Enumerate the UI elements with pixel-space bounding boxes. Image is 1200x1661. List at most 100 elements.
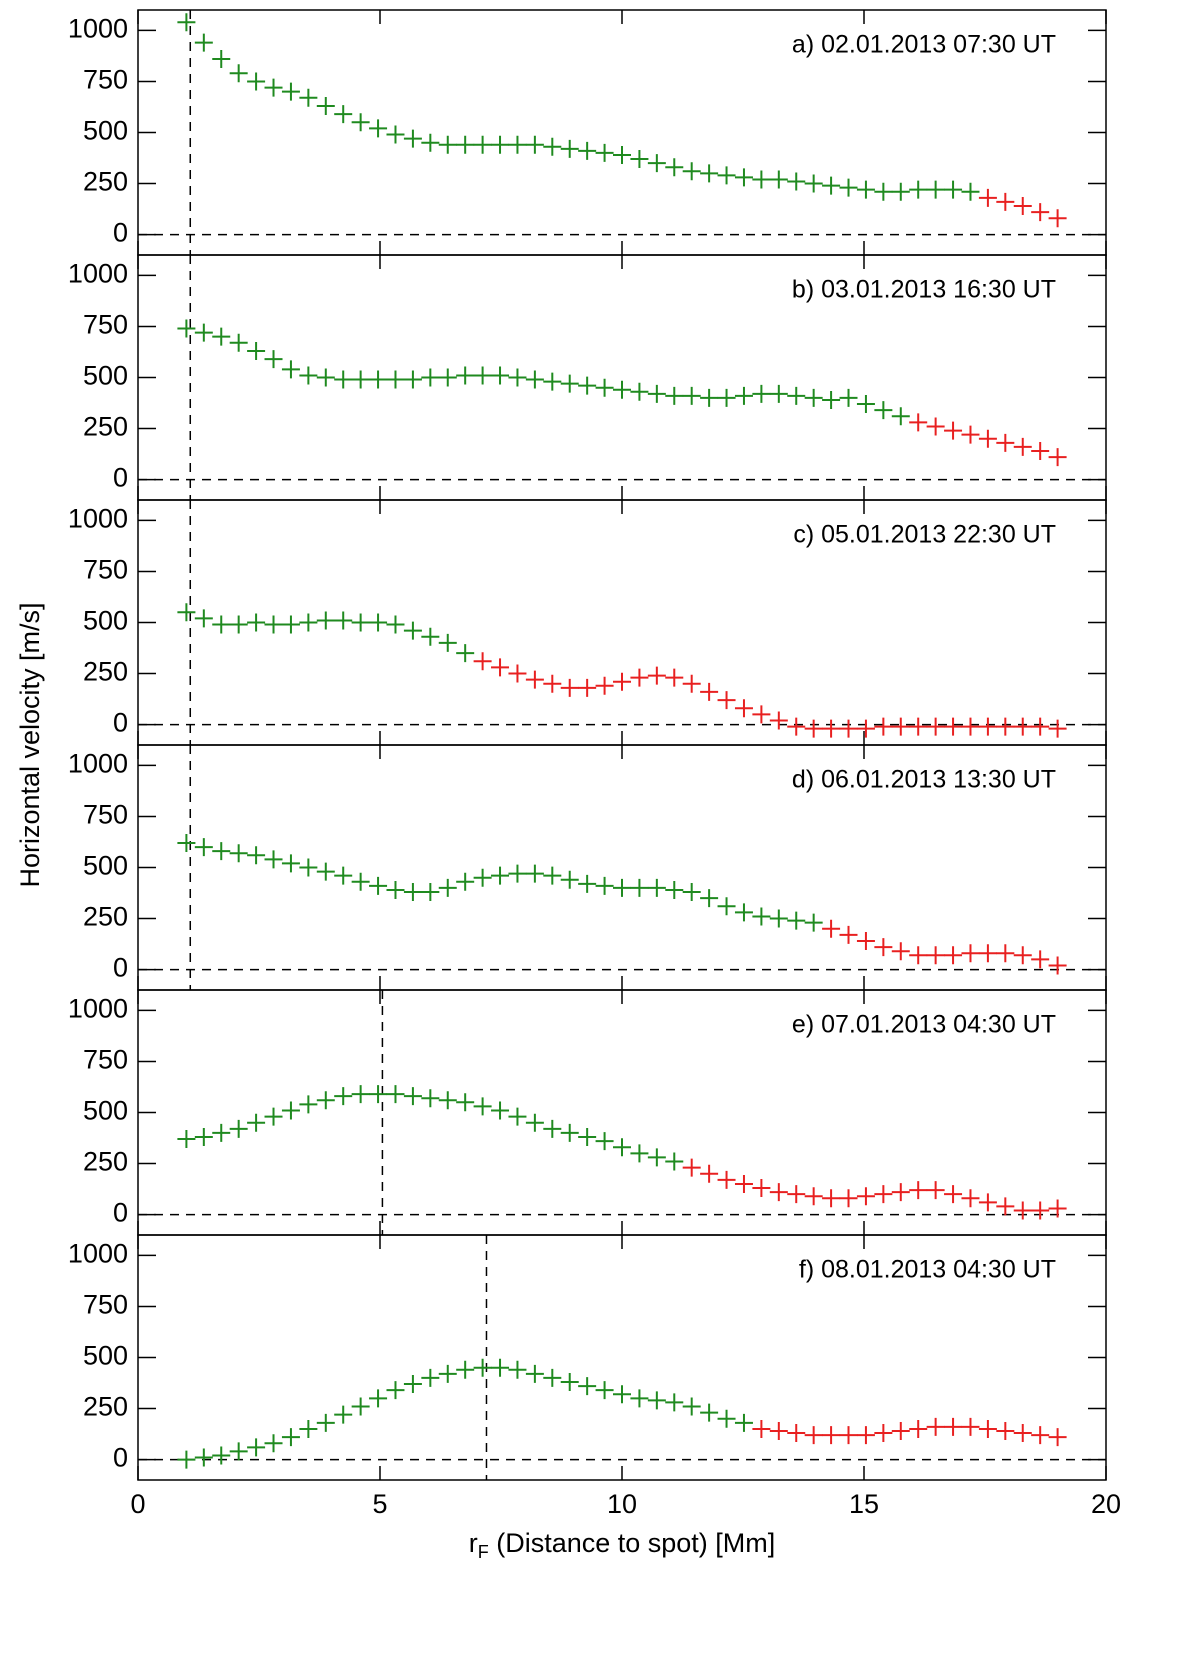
plus-marker [909,946,928,965]
plus-marker [438,368,457,387]
plus-marker [177,834,196,852]
plus-marker [334,866,353,885]
plus-marker [839,1189,858,1208]
plus-marker [299,613,318,632]
plus-marker [926,1417,945,1436]
plus-marker [822,1189,841,1208]
plus-marker [438,135,457,154]
plus-marker [700,682,719,701]
plus-marker [508,664,527,683]
y-tick-label: 0 [113,1198,128,1228]
plus-marker [787,717,806,736]
y-tick-label: 500 [83,606,128,636]
plus-marker [473,1358,492,1377]
plus-marker [874,1185,893,1204]
plus-marker [491,135,510,154]
plus-marker [700,1403,719,1422]
plus-marker [264,350,283,369]
plus-marker [351,1085,370,1104]
plus-marker [351,872,370,891]
plus-marker [944,717,963,736]
plus-marker [316,1413,335,1432]
panel-annotation: f) 08.01.2013 04:30 UT [799,1256,1056,1284]
plus-marker [369,1389,388,1408]
plus-marker [316,611,335,630]
plus-marker [194,838,213,857]
plus-marker [229,1442,248,1461]
plus-marker [752,384,771,403]
plus-marker [491,366,510,385]
plus-marker [804,719,823,738]
plus-marker [734,168,753,187]
plus-marker [525,864,544,883]
plus-marker [665,1393,684,1412]
plus-marker [351,370,370,389]
plus-marker [630,878,649,897]
plus-marker [281,854,300,873]
plus-marker [682,674,701,693]
plus-marker [508,1360,527,1379]
plus-marker [369,1085,388,1104]
y-tick-label: 500 [83,851,128,881]
plus-marker [421,1089,440,1108]
plus-marker [647,384,666,403]
plus-marker [212,1446,231,1465]
plus-marker [856,932,875,950]
plus-marker [734,1413,753,1432]
plus-marker [1013,1424,1032,1443]
y-tick-label: 750 [83,1290,128,1320]
plus-marker [456,872,475,891]
y-tick-label: 0 [113,218,128,248]
plus-marker [856,719,875,738]
x-axis-label: rF (Distance to spot) [Mm] [469,1528,776,1562]
plus-marker [264,1434,283,1453]
panel-annotation: d) 06.01.2013 13:30 UT [792,766,1056,794]
plus-marker [595,876,614,895]
plus-marker [351,113,370,132]
plus-marker [891,407,910,426]
plus-marker [281,615,300,634]
plus-marker [421,133,440,152]
plus-marker [961,182,980,201]
plus-marker [421,368,440,387]
plus-marker [578,141,597,160]
plus-marker [822,390,841,409]
plus-marker [822,719,841,738]
plus-marker [909,413,928,432]
plus-marker [961,717,980,736]
plus-marker [1013,197,1032,215]
y-tick-label: 0 [113,463,128,493]
plus-marker [247,1438,266,1457]
plus-marker [926,717,945,736]
plus-marker [891,717,910,736]
plus-marker [1031,1426,1050,1445]
plus-marker [386,1381,405,1400]
plus-marker [1048,448,1067,467]
plus-marker [299,858,318,877]
plus-marker [682,1397,701,1416]
plus-marker [421,627,440,646]
plus-marker [525,135,544,154]
plus-marker [247,341,266,360]
plus-marker [1031,717,1050,736]
plus-marker [194,323,213,342]
plus-marker [874,401,893,420]
plus-marker [543,866,562,885]
panel-annotation: e) 07.01.2013 04:30 UT [792,1011,1056,1039]
plus-marker [787,911,806,930]
plus-marker [682,883,701,901]
plus-marker [787,1185,806,1204]
plus-marker [752,907,771,926]
y-tick-label: 250 [83,902,128,932]
plus-marker [212,50,231,68]
plus-marker [543,372,562,391]
plus-marker [595,378,614,397]
plus-marker [194,1128,213,1146]
plus-marker [316,862,335,881]
panel-annotation: a) 02.01.2013 07:30 UT [792,31,1056,59]
plus-marker [874,717,893,736]
plus-marker [456,366,475,385]
y-tick-label: 1000 [68,749,128,779]
plus-marker [752,170,771,189]
